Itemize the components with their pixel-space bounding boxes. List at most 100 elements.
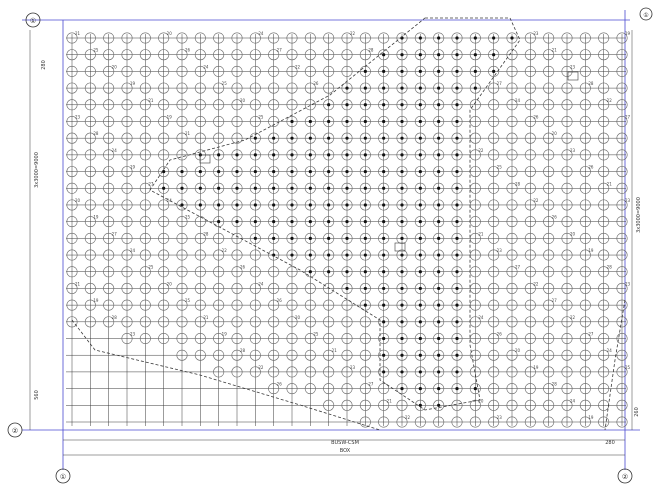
pile-number-label: 26	[313, 81, 319, 86]
pile-center-dot	[217, 169, 221, 174]
pile-circle	[414, 266, 426, 278]
pile-circle	[286, 282, 298, 294]
pile-circle	[414, 249, 426, 261]
pile-circle	[84, 149, 96, 161]
pile-circle	[231, 65, 243, 77]
pile-circle	[469, 383, 481, 395]
pile-circle	[213, 282, 225, 294]
pile-circle	[396, 399, 408, 411]
pile-number-label: 21	[332, 348, 338, 353]
pile-circle	[414, 232, 426, 244]
pile-circle	[231, 49, 243, 61]
pile-center-dot	[437, 36, 441, 40]
pile-circle	[524, 32, 536, 44]
pile-center-dot	[455, 353, 459, 357]
pile-circle	[561, 333, 573, 345]
pile-circle	[158, 82, 170, 94]
axis-label: ①	[30, 17, 36, 25]
pile-circle	[323, 99, 335, 111]
pile-circle	[359, 333, 371, 345]
pile-center-dot	[400, 136, 404, 140]
pile-center-dot	[492, 36, 496, 40]
pile-center-dot	[272, 186, 276, 190]
pile-number-label: 21	[478, 231, 484, 236]
pile-circle	[524, 216, 536, 228]
pile-center-dot	[437, 387, 441, 391]
pile-circle	[158, 249, 170, 261]
pile-center-dot	[418, 303, 422, 307]
pile-circle	[176, 149, 188, 161]
pile-circle	[304, 282, 316, 294]
pile-center-dot	[363, 220, 367, 224]
pile-circle	[304, 49, 316, 61]
pile-center-dot	[382, 236, 386, 240]
pile-center-dot	[455, 286, 459, 291]
pile-circle	[433, 99, 445, 111]
pile-circle	[194, 349, 206, 361]
pile-circle	[121, 132, 133, 144]
pile-circle	[561, 299, 573, 311]
pile-circle	[176, 32, 188, 44]
pile-center-dot	[437, 53, 441, 57]
pile-center-dot	[235, 186, 239, 190]
pile-circle	[396, 32, 408, 44]
pile-center-dot	[327, 103, 331, 107]
pile-circle	[506, 199, 518, 211]
pile-circle	[598, 32, 610, 44]
pile-circle	[268, 166, 280, 178]
pile-circle	[66, 49, 78, 61]
pile-circle	[524, 49, 536, 61]
pile-circle	[176, 99, 188, 111]
pile-circle	[396, 316, 408, 328]
pile-circle	[158, 65, 170, 77]
pile-circle	[268, 132, 280, 144]
pile-circle	[84, 99, 96, 111]
pile-circle	[488, 316, 500, 328]
pile-circle	[543, 82, 555, 94]
pile-center-dot	[382, 169, 386, 174]
pile-center-dot	[363, 236, 367, 240]
pile-circle	[194, 166, 206, 178]
pile-number-label: 27	[625, 114, 631, 119]
pile-circle	[378, 82, 390, 94]
pile-center-dot	[308, 203, 312, 207]
pile-circle	[139, 333, 151, 345]
pile-center-dot	[455, 136, 459, 140]
pile-circle	[103, 299, 115, 311]
pile-circle	[451, 366, 463, 378]
pile-circle	[323, 216, 335, 228]
pile-circle	[524, 65, 536, 77]
pile-circle	[176, 82, 188, 94]
pile-circle	[176, 182, 188, 194]
pile-circle	[304, 149, 316, 161]
pile-center-dot	[400, 286, 404, 291]
pile-circle	[488, 349, 500, 361]
pile-circle	[579, 65, 591, 77]
pile-circle	[158, 182, 170, 194]
pile-center-dot	[418, 103, 422, 107]
pile-number-label: 25	[222, 81, 228, 86]
pile-circle	[506, 349, 518, 361]
pile-circle	[598, 349, 610, 361]
pile-circle	[139, 282, 151, 294]
pile-circle	[524, 299, 536, 311]
axis-bubble-top-left: ①	[25, 12, 41, 28]
pile-circle	[231, 333, 243, 345]
pile-circle	[194, 32, 206, 44]
pile-circle	[341, 383, 353, 395]
pile-circle	[304, 182, 316, 194]
pile-circle	[561, 32, 573, 44]
pile-center-dot	[492, 53, 496, 57]
pile-circle	[561, 132, 573, 144]
pile-center-dot	[290, 186, 294, 190]
pile-circle	[469, 182, 481, 194]
pile-center-dot	[180, 203, 184, 207]
pile-circle	[286, 149, 298, 161]
pile-circle	[249, 65, 261, 77]
pile-center-dot	[400, 236, 404, 240]
pile-center-dot	[327, 220, 331, 224]
pile-center-dot	[162, 186, 166, 190]
pile-number-label: 25	[148, 265, 154, 270]
pile-circle	[488, 266, 500, 278]
pile-center-dot	[437, 186, 441, 190]
